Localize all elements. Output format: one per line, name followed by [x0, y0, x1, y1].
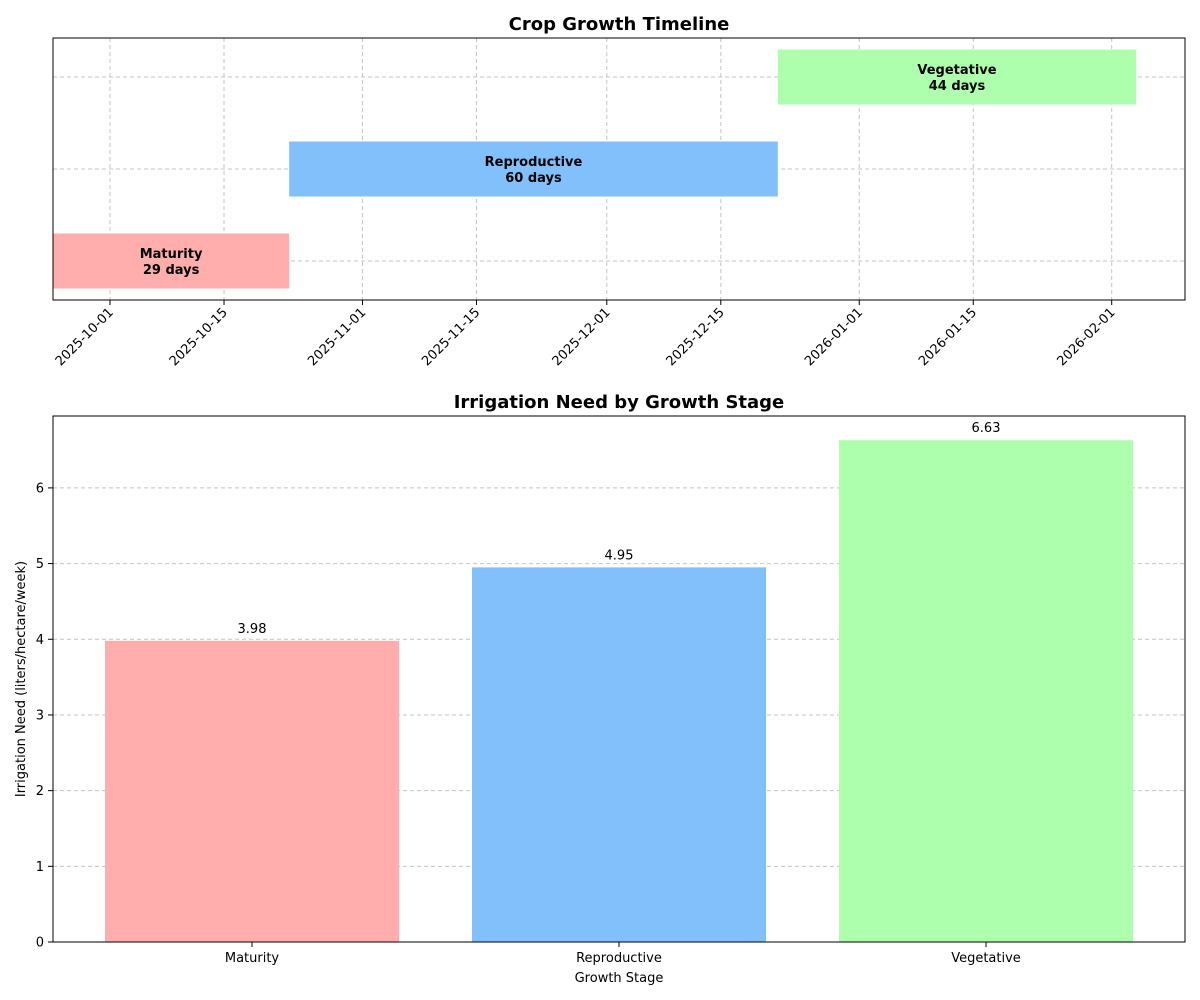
irrigation-y-tick-label: 4	[36, 633, 44, 648]
timeline-x-tick-label: 2025-10-15	[167, 305, 231, 369]
irrigation-y-tick-label: 6	[36, 481, 44, 496]
irrigation-y-tick-label: 5	[36, 557, 44, 572]
irrigation-chart: Irrigation Need by Growth Stage 3.98 4.95…	[14, 392, 1186, 986]
timeline-bar-name: Reproductive	[485, 155, 583, 170]
timeline-x-tick-label: 2025-12-01	[550, 305, 614, 369]
irrigation-y-tick-label: 0	[36, 936, 44, 951]
irrigation-y-axis-label: Irrigation Need (liters/hectare/week)	[14, 561, 29, 797]
irrigation-x-tick-label: Vegetative	[951, 951, 1021, 966]
timeline-bar-duration: 60 days	[505, 171, 562, 186]
timeline-bar-name: Vegetative	[917, 63, 996, 78]
irrigation-value-label: 6.63	[972, 421, 1001, 436]
timeline-x-tick-label: 2026-01-01	[802, 305, 866, 369]
timeline-title: Crop Growth Timeline	[509, 14, 730, 35]
timeline-x-tick-label: 2025-12-15	[664, 305, 728, 369]
irrigation-y-tick-label: 1	[36, 860, 44, 875]
timeline-x-tick-label: 2026-01-15	[916, 305, 980, 369]
irrigation-axis-ticks: 0 1 2 3 4 5 6 Maturity Reproductive Vegetative	[36, 481, 1021, 966]
irrigation-bar-vegetative	[839, 440, 1133, 942]
irrigation-bar-maturity	[105, 640, 399, 942]
timeline-x-tick-label: 2025-10-01	[53, 305, 117, 369]
irrigation-x-axis-label: Growth Stage	[575, 971, 664, 986]
timeline-bar-duration: 44 days	[929, 79, 986, 94]
irrigation-title: Irrigation Need by Growth Stage	[454, 392, 785, 413]
irrigation-y-tick-label: 3	[36, 708, 44, 723]
irrigation-value-label: 4.95	[605, 548, 634, 563]
irrigation-plot-frame	[52, 415, 1186, 943]
timeline-x-ticks: 2025-10-01 2025-10-15 2025-11-01 2025-11-15…	[53, 300, 1119, 369]
irrigation-x-tick-label: Maturity	[225, 951, 280, 966]
timeline-x-tick-label: 2026-02-01	[1054, 305, 1118, 369]
timeline-bar-duration: 29 days	[143, 263, 200, 278]
timeline-bar-name: Maturity	[140, 247, 203, 262]
timeline-plot-frame	[52, 37, 1186, 301]
irrigation-value-label: 3.98	[238, 622, 267, 637]
timeline-bar-maturity	[53, 233, 290, 289]
timeline-x-tick-label: 2025-11-15	[419, 305, 483, 369]
irrigation-x-tick-label: Reproductive	[576, 951, 662, 966]
irrigation-bar-reproductive	[472, 567, 766, 942]
irrigation-bars: 3.98 4.95 6.63	[105, 421, 1133, 942]
irrigation-y-tick-label: 2	[36, 784, 44, 799]
timeline-bar-vegetative	[777, 49, 1137, 105]
timeline-bar-reproductive	[289, 141, 778, 197]
timeline-x-tick-label: 2025-11-01	[305, 305, 369, 369]
